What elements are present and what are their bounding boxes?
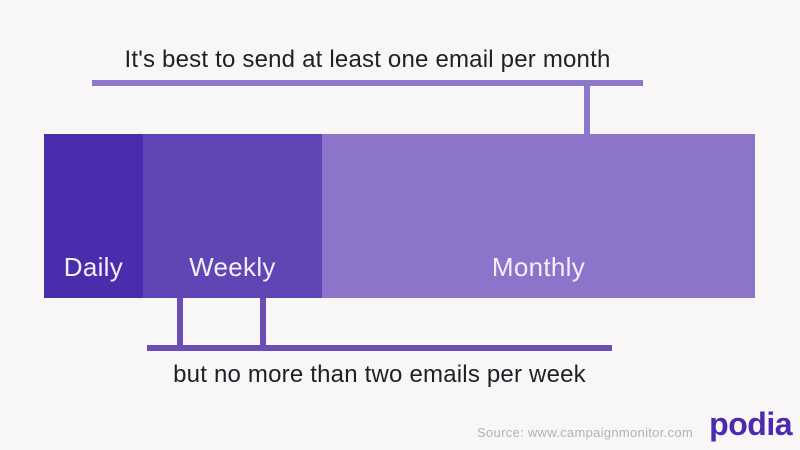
bar-segment-monthly: Monthly <box>322 134 755 298</box>
bottom-annotation-text: but no more than two emails per week <box>173 361 586 388</box>
frequency-bar: Daily Weekly Monthly <box>44 134 755 298</box>
bar-segment-daily: Daily <box>44 134 143 298</box>
source-attribution: Source: www.campaignmonitor.com <box>477 425 693 440</box>
bottom-bracket-tick-left <box>177 298 183 351</box>
bar-segment-label: Weekly <box>189 252 276 282</box>
top-bracket-tick <box>584 80 590 134</box>
bottom-bracket-tick-right <box>260 298 266 351</box>
bottom-bracket-line <box>147 345 612 351</box>
bar-segment-weekly: Weekly <box>142 134 322 298</box>
bar-segment-label: Daily <box>63 252 124 282</box>
podia-logo: podia <box>709 406 792 442</box>
top-bracket-line <box>92 80 643 86</box>
bar-segment-label: Monthly <box>491 252 586 282</box>
top-annotation-text: It's best to send at least one email per… <box>124 46 611 73</box>
